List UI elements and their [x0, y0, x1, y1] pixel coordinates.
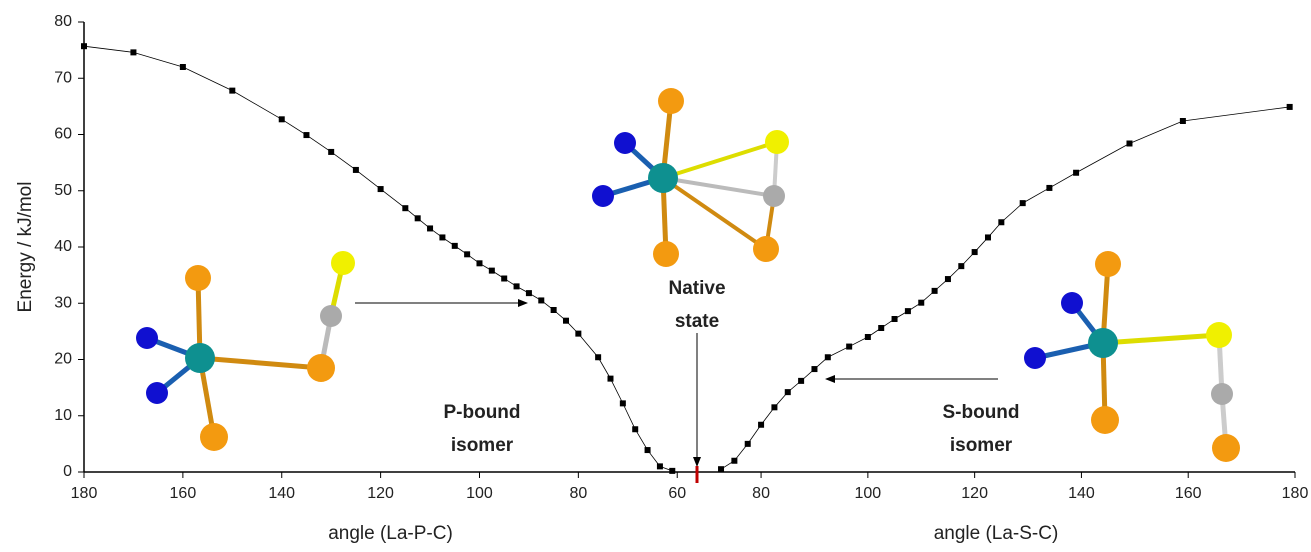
- data-point: [1020, 200, 1026, 206]
- x-axis-label: angle (La-P-C): [328, 523, 453, 544]
- data-point: [985, 234, 991, 240]
- data-point: [501, 276, 507, 282]
- data-point: [892, 316, 898, 322]
- data-point: [538, 297, 544, 303]
- x-tick-label: 180: [1282, 485, 1309, 502]
- data-point: [1126, 141, 1132, 147]
- x-tick-label: 160: [170, 485, 197, 502]
- data-point: [1073, 170, 1079, 176]
- y-tick-label: 60: [54, 126, 72, 143]
- y-tick-label: 20: [54, 351, 72, 368]
- data-point: [575, 331, 581, 337]
- data-point: [452, 243, 458, 249]
- data-point: [607, 376, 613, 382]
- data-point: [918, 300, 924, 306]
- data-point: [731, 458, 737, 464]
- data-point: [758, 422, 764, 428]
- data-point: [865, 334, 871, 340]
- data-point: [353, 167, 359, 173]
- y-tick-label: 0: [63, 463, 72, 480]
- data-point: [878, 325, 884, 331]
- x-tick-label: 80: [569, 485, 587, 502]
- data-point: [180, 64, 186, 70]
- data-point: [785, 389, 791, 395]
- data-point: [279, 116, 285, 122]
- data-point: [645, 447, 651, 453]
- molecule-p-bound: [136, 251, 355, 451]
- x-tick-label: 120: [961, 485, 988, 502]
- data-point: [489, 268, 495, 274]
- chart: Native state P-bound isomer S-bound isom…: [0, 0, 1311, 547]
- x-tick-label: 100: [466, 485, 493, 502]
- annotation: Native: [668, 278, 725, 299]
- data-point: [1287, 104, 1293, 110]
- data-point: [378, 186, 384, 192]
- line: [84, 46, 672, 471]
- data-point: [620, 400, 626, 406]
- x-tick-label: 140: [1068, 485, 1095, 502]
- data-point: [81, 43, 87, 49]
- x-tick-label: 60: [668, 485, 686, 502]
- y-tick-label: 10: [54, 407, 72, 424]
- data-point: [632, 426, 638, 432]
- data-point: [972, 249, 978, 255]
- data-point: [905, 308, 911, 314]
- annotation: state: [675, 311, 719, 332]
- data-point: [427, 225, 433, 231]
- data-point: [402, 205, 408, 211]
- y-tick-label: 30: [54, 294, 72, 311]
- data-point: [514, 283, 520, 289]
- data-point: [476, 260, 482, 266]
- y-tick-label: 40: [54, 238, 72, 255]
- annotation: isomer: [950, 435, 1013, 456]
- molecule-s-bound: [1024, 251, 1240, 462]
- data-point: [798, 378, 804, 384]
- data-point: [958, 263, 964, 269]
- data-point: [1046, 185, 1052, 191]
- molecule-native: [592, 88, 789, 267]
- data-point: [846, 344, 852, 350]
- data-point: [825, 354, 831, 360]
- data-point: [464, 251, 470, 257]
- x-axis-label: angle (La-S-C): [934, 523, 1059, 544]
- data-point: [328, 149, 334, 155]
- data-point: [229, 88, 235, 94]
- data-point: [1180, 118, 1186, 124]
- y-tick-label: 80: [54, 13, 72, 30]
- data-point: [998, 219, 1004, 225]
- y-tick-label: 70: [54, 69, 72, 86]
- data-point: [303, 132, 309, 138]
- y-axis-label: Energy / kJ/mol: [15, 182, 36, 313]
- x-tick-label: 100: [855, 485, 882, 502]
- x-tick-label: 180: [71, 485, 98, 502]
- annotation: S-bound: [942, 402, 1019, 423]
- data-point: [526, 290, 532, 296]
- y-tick-label: 50: [54, 182, 72, 199]
- data-point: [669, 468, 675, 474]
- x-tick-label: 160: [1175, 485, 1202, 502]
- data-point: [718, 466, 724, 472]
- data-point: [657, 463, 663, 469]
- annotation: isomer: [451, 435, 514, 456]
- data-point: [439, 234, 445, 240]
- data-point: [945, 276, 951, 282]
- annotation: P-bound: [443, 402, 520, 423]
- data-point: [745, 441, 751, 447]
- data-point: [130, 49, 136, 55]
- data-point: [595, 354, 601, 360]
- data-point: [551, 307, 557, 313]
- data-point: [563, 318, 569, 324]
- x-tick-label: 140: [268, 485, 295, 502]
- data-point: [771, 404, 777, 410]
- data-point: [932, 288, 938, 294]
- x-tick-label: 80: [752, 485, 770, 502]
- x-tick-label: 120: [367, 485, 394, 502]
- data-point: [811, 366, 817, 372]
- data-point: [415, 215, 421, 221]
